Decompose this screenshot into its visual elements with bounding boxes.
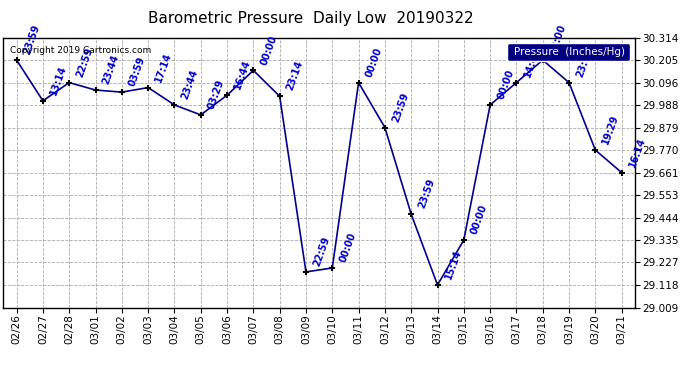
Text: 23:59: 23:59	[391, 91, 411, 123]
Text: 00:00: 00:00	[549, 23, 569, 56]
Text: 13:14: 13:14	[48, 64, 68, 97]
Point	[300, 269, 311, 275]
Text: 03:29: 03:29	[206, 78, 226, 111]
Text: 23:44: 23:44	[180, 68, 200, 101]
Text: 14:44: 14:44	[522, 46, 542, 78]
Point	[564, 80, 575, 86]
Text: 23:59: 23:59	[575, 46, 595, 78]
Text: 23:59: 23:59	[417, 177, 437, 210]
Text: 00:00: 00:00	[495, 68, 515, 101]
Point	[327, 265, 338, 271]
Text: 16:14: 16:14	[627, 136, 647, 168]
Point	[274, 93, 285, 99]
Text: 23:14: 23:14	[285, 60, 305, 92]
Point	[511, 80, 522, 86]
Text: 00:00: 00:00	[469, 203, 489, 236]
Text: 23:44: 23:44	[101, 53, 121, 86]
Point	[538, 57, 549, 63]
Point	[143, 85, 154, 91]
Legend: Pressure  (Inches/Hg): Pressure (Inches/Hg)	[507, 43, 629, 61]
Text: 17:14: 17:14	[154, 51, 174, 83]
Text: 00:00: 00:00	[364, 46, 384, 78]
Text: 22:59: 22:59	[311, 235, 331, 268]
Point	[169, 102, 180, 108]
Point	[11, 57, 22, 63]
Point	[406, 211, 417, 217]
Text: 00:00: 00:00	[338, 231, 358, 264]
Text: Copyright 2019 Cartronics.com: Copyright 2019 Cartronics.com	[10, 46, 151, 55]
Text: 22:59: 22:59	[75, 46, 95, 78]
Point	[432, 282, 443, 288]
Point	[484, 102, 495, 108]
Point	[90, 87, 101, 93]
Point	[590, 147, 601, 153]
Text: 03:59: 03:59	[128, 56, 148, 88]
Text: 15:14: 15:14	[443, 248, 463, 281]
Point	[195, 112, 206, 118]
Text: 00:00: 00:00	[259, 34, 279, 66]
Point	[380, 124, 391, 130]
Text: 16:44: 16:44	[233, 58, 253, 91]
Point	[221, 92, 233, 98]
Text: 19:29: 19:29	[601, 113, 621, 146]
Point	[353, 80, 364, 86]
Point	[616, 170, 627, 176]
Point	[63, 80, 75, 86]
Text: Barometric Pressure  Daily Low  20190322: Barometric Pressure Daily Low 20190322	[148, 11, 473, 26]
Text: 23:59: 23:59	[22, 23, 42, 56]
Point	[248, 68, 259, 74]
Point	[37, 98, 48, 104]
Point	[117, 89, 128, 95]
Point	[458, 237, 469, 243]
